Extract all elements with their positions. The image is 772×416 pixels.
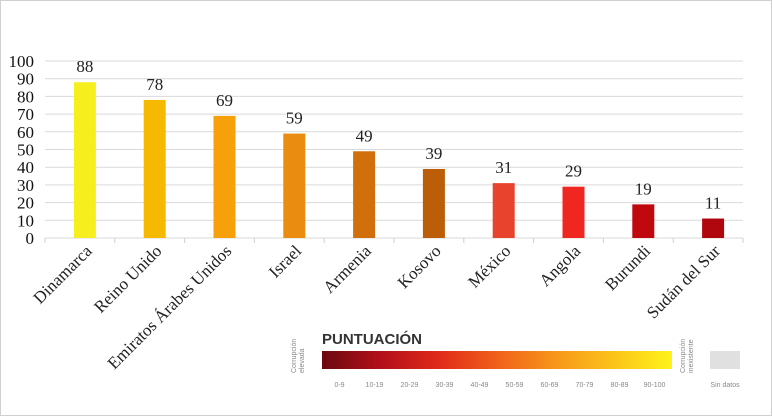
bar <box>562 186 585 238</box>
bar <box>492 183 515 238</box>
legend-gradient-bar <box>322 351 672 369</box>
y-tick-label: 90 <box>17 70 34 89</box>
bar <box>73 82 96 239</box>
y-tick-label: 0 <box>26 229 35 248</box>
y-tick-label: 10 <box>17 211 34 230</box>
legend-range-label: 30-39 <box>436 382 454 389</box>
score-legend: PUNTUACIÓN 0-9 10-19 20-29 30-39 40-49 50-59 6… <box>291 330 740 389</box>
legend-range-label: 60-69 <box>541 382 559 389</box>
y-tick-label: 70 <box>17 105 34 124</box>
legend-low-caption-line: Corrupción <box>291 339 298 373</box>
legend-range-label: 90-100 <box>644 382 666 389</box>
bar <box>283 133 306 238</box>
y-tick-label: 80 <box>17 87 34 106</box>
y-tick-label: 50 <box>17 141 34 160</box>
legend-title: PUNTUACIÓN <box>322 330 422 348</box>
bar <box>353 151 376 238</box>
bar <box>143 99 166 238</box>
legend-range-label: 70-79 <box>576 382 594 389</box>
category-label: Israel <box>265 241 305 281</box>
legend-high-caption-line: inexistente <box>688 339 695 373</box>
value-labels: 88 78 69 59 49 39 31 29 19 11 <box>76 57 721 212</box>
category-label: Dinamarca <box>30 241 96 307</box>
category-label: México <box>464 241 514 291</box>
category-label: Angola <box>536 241 585 290</box>
legend-range-label: 0-9 <box>334 382 344 389</box>
category-label: Emiratos Árabes Unidos <box>104 241 236 373</box>
y-tick-label: 20 <box>17 194 34 213</box>
bars <box>73 82 725 239</box>
bar <box>213 115 236 238</box>
legend-low-caption-line: elevada <box>299 348 306 373</box>
bar <box>422 168 445 238</box>
legend-high-caption-line: Corrupción <box>680 339 687 373</box>
bar <box>702 218 725 238</box>
legend-high-caption: Corrupcióninexistente <box>680 339 695 373</box>
value-label: 59 <box>286 109 303 128</box>
value-label: 19 <box>635 179 652 198</box>
legend-range-label: 10-19 <box>366 382 384 389</box>
category-label: Burundi <box>601 241 654 294</box>
value-label: 78 <box>146 75 163 94</box>
value-label: 31 <box>495 158 512 177</box>
category-label: Armenia <box>319 241 375 297</box>
y-tick-label: 40 <box>17 158 34 177</box>
category-label: Kosovo <box>394 241 445 292</box>
legend-range-label: 40-49 <box>471 382 489 389</box>
category-label: Sudán del Sur <box>643 241 724 322</box>
legend-no-data-swatch <box>710 351 740 369</box>
legend-range-label: 20-29 <box>401 382 419 389</box>
category-label: Reino Unido <box>90 241 165 316</box>
y-tick-label: 30 <box>17 176 34 195</box>
value-label: 39 <box>425 144 442 163</box>
bar <box>632 204 655 238</box>
legend-range-label: 80-89 <box>611 382 629 389</box>
legend-low-caption: Corrupciónelevada <box>291 339 306 373</box>
y-tick-label: 60 <box>17 123 34 142</box>
value-label: 88 <box>76 57 93 76</box>
value-label: 49 <box>356 126 373 145</box>
value-label: 11 <box>705 194 721 213</box>
value-label: 69 <box>216 91 233 110</box>
legend-no-data-label: Sin datos <box>710 382 740 389</box>
value-label: 29 <box>565 162 582 181</box>
legend-range-label: 50-59 <box>506 382 524 389</box>
y-tick-label: 100 <box>9 52 35 71</box>
